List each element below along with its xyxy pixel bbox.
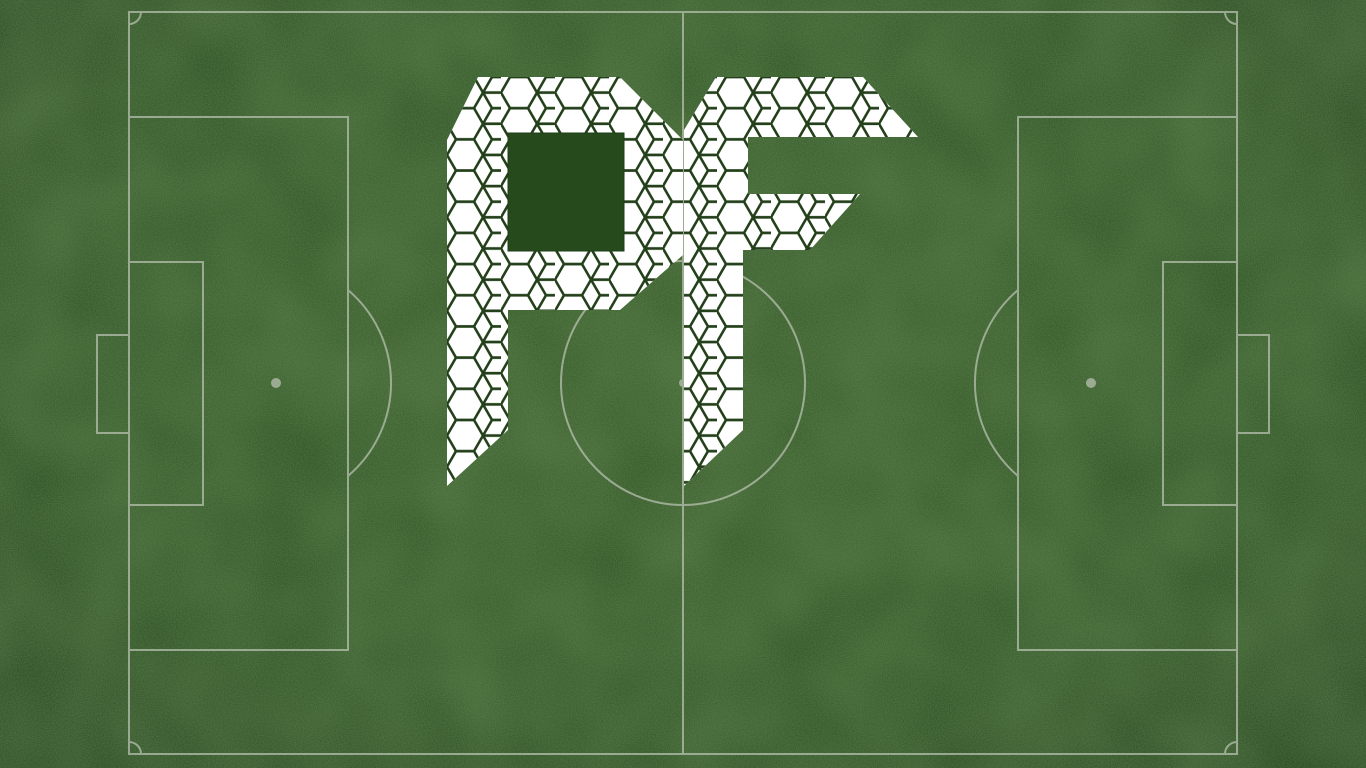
right-penalty-spot <box>1086 378 1096 388</box>
left-penalty-spot <box>271 378 281 388</box>
corner-arc-bottom-right <box>1224 741 1238 755</box>
right-goal <box>1236 334 1270 434</box>
corner-arc-top-left <box>128 11 142 25</box>
pitch-markings <box>96 11 1270 755</box>
right-penalty-arc <box>974 289 1019 477</box>
letter-p-counter-hole <box>508 133 624 251</box>
left-goal <box>96 334 130 434</box>
left-penalty-arc <box>347 289 392 477</box>
corner-arc-top-right <box>1224 11 1238 25</box>
center-circle <box>560 260 806 506</box>
corner-arc-bottom-left <box>128 741 142 755</box>
